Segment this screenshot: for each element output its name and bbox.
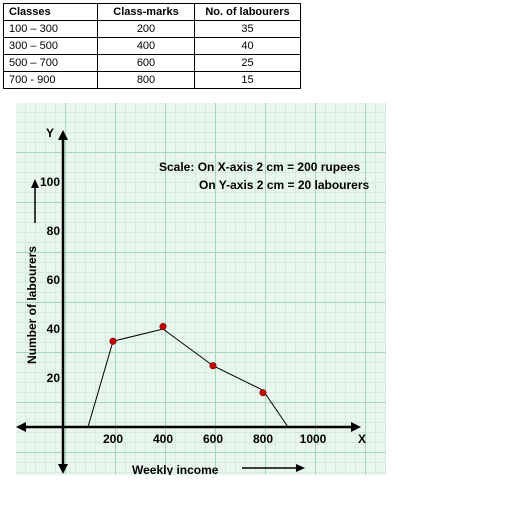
x-tick-label: 1000 <box>300 432 327 446</box>
y-tick-label: 20 <box>47 371 61 385</box>
x-axis-arrow-left <box>16 422 26 432</box>
tick-labels: 200 400 600 800 1000 100 80 60 40 20 <box>40 175 327 446</box>
table-cell: 400 <box>97 37 195 55</box>
x-tick-label: 200 <box>103 432 123 446</box>
graph-paper: Y X 200 400 600 800 1000 100 80 60 40 20 Scale: O… <box>16 103 386 475</box>
table-cell: 35 <box>194 20 301 38</box>
table-row: 300 – 500 400 40 <box>3 37 301 55</box>
y-axis-arrow-top <box>58 130 68 140</box>
x-axis-letter: X <box>358 432 366 446</box>
data-point <box>109 337 117 345</box>
series <box>87 323 289 428</box>
x-axis-arrow-right <box>351 422 361 432</box>
x-tick-label: 800 <box>253 432 273 446</box>
y-axis-label: Number of labourers <box>25 246 39 364</box>
y-tick-label: 80 <box>47 224 61 238</box>
table-cell: 700 - 900 <box>3 71 98 89</box>
table-row: 700 - 900 800 15 <box>3 71 301 89</box>
table-cell: 40 <box>194 37 301 55</box>
series-line <box>87 328 289 428</box>
table-row: 500 – 700 600 25 <box>3 54 301 72</box>
x-tick-label: 600 <box>203 432 223 446</box>
table-cell: 500 – 700 <box>3 54 98 72</box>
data-point <box>209 362 217 370</box>
y-axis-letter: Y <box>46 126 54 140</box>
x-axis-label: Weekly income <box>132 463 219 475</box>
axes: Y X <box>16 126 366 474</box>
class-marks-table: Classes Class-marks No. of labourers 100… <box>3 3 301 89</box>
scale-line-2: On Y-axis 2 cm = 20 labourers <box>199 178 370 192</box>
x-tick-label: 400 <box>153 432 173 446</box>
table-cell: 100 – 300 <box>3 20 98 38</box>
frequency-polygon-chart: Y X 200 400 600 800 1000 100 80 60 40 20 Scale: O… <box>16 126 370 475</box>
table-cell: 25 <box>194 54 301 72</box>
table-cell: 200 <box>97 20 195 38</box>
axis-labels: Scale: On X-axis 2 cm = 200 rupees On Y-… <box>25 160 370 475</box>
x-axis-label-arrow-head <box>296 464 305 472</box>
y-tick-label: 60 <box>47 273 61 287</box>
y-axis-arrow-bottom <box>58 464 68 474</box>
data-point <box>259 389 267 397</box>
y-axis-label-arrow-head <box>31 179 39 188</box>
table-cell: 15 <box>194 71 301 89</box>
table-cell: 600 <box>97 54 195 72</box>
y-tick-label: 40 <box>47 322 61 336</box>
table-header-row: Classes Class-marks No. of labourers <box>3 3 301 21</box>
header-class-marks: Class-marks <box>97 3 195 21</box>
header-classes: Classes <box>3 3 98 21</box>
table-row: 100 – 300 200 35 <box>3 20 301 38</box>
y-tick-label: 100 <box>40 175 60 189</box>
table-cell: 300 – 500 <box>3 37 98 55</box>
header-labourers: No. of labourers <box>194 3 301 21</box>
scale-line-1: Scale: On X-axis 2 cm = 200 rupees <box>159 160 360 174</box>
data-point <box>159 323 167 331</box>
table-cell: 800 <box>97 71 195 89</box>
